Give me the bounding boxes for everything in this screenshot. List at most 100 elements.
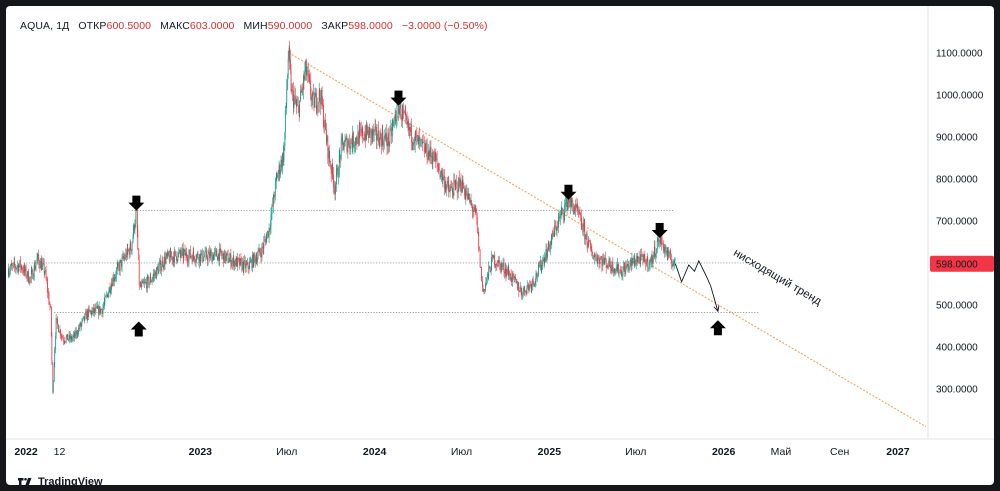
candle-body xyxy=(515,276,516,280)
candles xyxy=(7,40,676,394)
candle-body xyxy=(32,269,34,279)
candle-body xyxy=(502,263,504,266)
candle-body xyxy=(64,341,66,343)
candle-body xyxy=(672,264,674,267)
candle-body xyxy=(335,184,336,194)
candle-body xyxy=(440,175,442,178)
candle-body xyxy=(497,260,499,266)
candle-body xyxy=(117,263,119,267)
y-tick-label: 300.0000 xyxy=(936,384,978,395)
candle-body xyxy=(78,328,80,329)
candle-body xyxy=(418,136,419,145)
candle-body xyxy=(656,241,658,250)
candle-body xyxy=(212,255,214,260)
candle-body xyxy=(661,237,662,245)
candle-body xyxy=(574,209,576,211)
candle-body xyxy=(371,130,373,136)
candle-body xyxy=(431,156,432,158)
candle-body xyxy=(148,281,150,286)
candle-body xyxy=(403,111,405,113)
candle-body xyxy=(84,314,86,321)
candle-body xyxy=(643,254,645,257)
candle-body xyxy=(399,108,400,114)
candle-body xyxy=(132,236,134,243)
candle-body xyxy=(541,266,543,270)
candle-body xyxy=(496,263,498,266)
candle-body xyxy=(87,311,89,318)
candle-body xyxy=(664,248,665,252)
chart-area[interactable]: 1100.0000 1000.0000 900.0000 800.0000 700.00… xyxy=(6,6,994,485)
candle-body xyxy=(293,90,294,108)
candle-body xyxy=(467,194,469,199)
candle-body xyxy=(266,235,268,243)
candle-body xyxy=(52,363,54,392)
candle-body xyxy=(522,290,524,296)
candle-body xyxy=(492,255,494,258)
candle-body xyxy=(399,103,401,109)
candle-body xyxy=(174,251,176,252)
candle-body xyxy=(650,260,651,262)
candle-body xyxy=(156,267,158,269)
candle-body xyxy=(240,258,241,266)
candle-body xyxy=(414,132,416,144)
candle-body xyxy=(610,265,611,269)
candle-body xyxy=(537,265,539,276)
tradingview-logo[interactable]: TradingView xyxy=(18,473,103,485)
candle-body xyxy=(453,180,455,183)
candle-body xyxy=(315,92,317,110)
candle-body xyxy=(326,136,328,142)
candle-body xyxy=(240,258,242,260)
candle-body xyxy=(612,269,614,272)
candle-body xyxy=(164,256,165,267)
candle-body xyxy=(12,265,14,267)
candle-body xyxy=(121,257,123,267)
candle-body xyxy=(339,155,341,156)
candle-body xyxy=(310,95,312,101)
candle-body xyxy=(274,180,276,196)
candle-body xyxy=(191,256,193,258)
candle-body xyxy=(247,262,249,268)
candle-body xyxy=(553,233,555,236)
candle-body xyxy=(579,213,581,215)
candle-body xyxy=(238,258,240,260)
candle-body xyxy=(373,129,375,136)
candle-body xyxy=(174,251,175,263)
price-chart[interactable]: 1100.0000 1000.0000 900.0000 800.0000 700.00… xyxy=(6,6,994,485)
candle-body xyxy=(633,258,635,262)
candle-body xyxy=(523,286,525,291)
arrow-up-marker xyxy=(709,320,726,336)
candle-body xyxy=(239,258,240,266)
candle-body xyxy=(9,267,11,271)
candle-body xyxy=(463,188,465,189)
candle-body xyxy=(547,249,548,258)
tradingview-icon xyxy=(18,477,32,485)
candle-body xyxy=(562,208,564,211)
candle-body xyxy=(473,211,475,212)
candle-body xyxy=(588,239,590,241)
candle-body xyxy=(622,269,624,276)
candle-body xyxy=(290,59,291,70)
candle-body xyxy=(370,130,372,139)
candle-body xyxy=(60,335,62,337)
candle-body xyxy=(495,263,497,266)
candle-body xyxy=(648,264,650,268)
candle-body xyxy=(514,276,515,278)
candle-body xyxy=(425,147,427,152)
candle-body xyxy=(587,244,588,247)
close-label: ЗАКР xyxy=(321,20,349,32)
candle-body xyxy=(476,212,478,218)
candle-body xyxy=(424,147,426,153)
candle-body xyxy=(375,126,376,128)
candle-body xyxy=(605,260,607,268)
candle-body xyxy=(201,250,203,261)
candle-body xyxy=(230,254,231,259)
candle-body xyxy=(152,276,154,280)
candle-body xyxy=(341,136,343,141)
candle-body xyxy=(176,256,177,261)
candle-body xyxy=(643,254,644,261)
candle-body xyxy=(426,142,428,159)
candle-body xyxy=(223,253,225,263)
candle-body xyxy=(171,256,173,261)
candle-body xyxy=(291,89,293,92)
candle-body xyxy=(86,311,88,320)
